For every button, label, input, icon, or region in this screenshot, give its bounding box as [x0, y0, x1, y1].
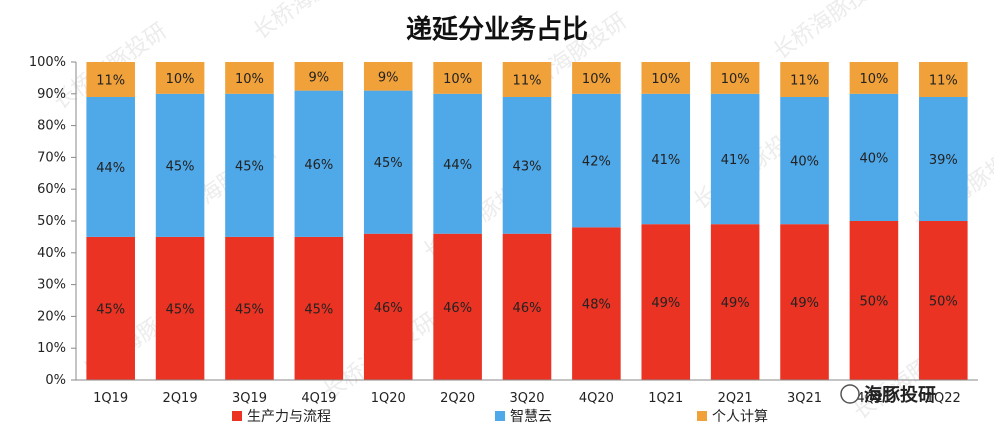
x-tick-label: 3Q21 [787, 391, 822, 406]
data-label: 11% [96, 73, 125, 88]
data-label: 45% [166, 302, 195, 317]
data-label: 10% [166, 72, 195, 87]
data-label: 45% [304, 302, 333, 317]
data-label: 49% [651, 296, 680, 311]
legend-swatch [232, 411, 242, 421]
data-label: 45% [374, 156, 403, 171]
data-label: 11% [790, 73, 819, 88]
x-tick-label: 3Q19 [232, 391, 267, 406]
y-tick-label: 0% [45, 373, 66, 388]
data-label: 39% [929, 153, 958, 168]
data-label: 40% [859, 151, 888, 166]
brand-text: 海豚投研 [864, 384, 936, 406]
data-label: 10% [859, 72, 888, 87]
data-label: 46% [443, 301, 472, 316]
data-label: 41% [721, 153, 750, 168]
x-axis: 1Q19 2Q19 3Q19 4Q19 1Q20 2Q20 3Q20 4Q20 1Q21 2Q21… [76, 380, 978, 406]
data-label: 10% [235, 72, 264, 87]
data-label: 43% [513, 159, 542, 174]
data-label: 11% [513, 73, 542, 88]
x-tick-label: 1Q21 [648, 391, 683, 406]
chart-title: 递延分业务占比 [406, 14, 588, 45]
data-label: 45% [96, 302, 125, 317]
data-label: 9% [378, 70, 399, 85]
data-label: 10% [651, 72, 680, 87]
x-tick-label: 2Q20 [440, 391, 475, 406]
data-label: 10% [721, 72, 750, 87]
data-label: 46% [513, 301, 542, 316]
legend-swatch [495, 411, 505, 421]
data-label: 9% [309, 70, 330, 85]
watermark-text: 长桥海豚投研 [769, 0, 891, 65]
y-tick-label: 90% [37, 87, 66, 102]
y-tick-label: 70% [37, 150, 66, 165]
data-label: 45% [235, 302, 264, 317]
data-label: 48% [582, 298, 611, 313]
legend: 生产力与流程 智慧云 个人计算 [232, 409, 768, 425]
data-label: 49% [721, 296, 750, 311]
legend-swatch [697, 411, 707, 421]
data-label: 45% [166, 159, 195, 174]
data-label: 46% [374, 301, 403, 316]
watermark-text: 长桥海豚投研 [249, 0, 371, 45]
legend-label: 生产力与流程 [247, 409, 331, 425]
data-label: 41% [651, 153, 680, 168]
y-tick-label: 60% [37, 182, 66, 197]
x-tick-label: 2Q19 [163, 391, 198, 406]
y-tick-label: 40% [37, 246, 66, 261]
y-tick-label: 30% [37, 278, 66, 293]
legend-label: 智慧云 [510, 409, 552, 425]
y-tick-label: 100% [29, 55, 66, 70]
data-label: 50% [929, 295, 958, 310]
x-tick-label: 4Q19 [301, 391, 336, 406]
data-label: 50% [859, 295, 888, 310]
x-tick-label: 3Q20 [509, 391, 544, 406]
data-label: 40% [790, 155, 819, 170]
data-label: 49% [790, 296, 819, 311]
legend-label: 个人计算 [712, 409, 768, 425]
y-tick-label: 20% [37, 309, 66, 324]
x-tick-label: 2Q21 [718, 391, 753, 406]
data-label: 11% [929, 73, 958, 88]
data-label: 44% [96, 161, 125, 176]
data-label: 44% [443, 158, 472, 173]
data-label: 42% [582, 155, 611, 170]
data-label: 10% [443, 72, 472, 87]
x-tick-label: 1Q19 [93, 391, 128, 406]
y-tick-label: 10% [37, 341, 66, 356]
data-label: 46% [304, 158, 333, 173]
y-tick-label: 50% [37, 214, 66, 229]
x-tick-label: 4Q20 [579, 391, 614, 406]
y-tick-label: 80% [37, 119, 66, 134]
data-label: 45% [235, 159, 264, 174]
bar-group: 45% 44% 11% 45% 45% 10% 45% 45% 10% 45% 46% 9% 46% 45… [86, 62, 967, 380]
data-label: 10% [582, 72, 611, 87]
x-tick-label: 1Q20 [371, 391, 406, 406]
